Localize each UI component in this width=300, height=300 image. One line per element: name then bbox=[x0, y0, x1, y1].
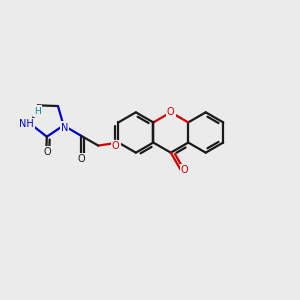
Text: O: O bbox=[181, 165, 188, 175]
Text: O: O bbox=[44, 147, 51, 157]
Text: O: O bbox=[112, 141, 120, 151]
Text: O: O bbox=[167, 107, 175, 117]
Text: NH: NH bbox=[19, 119, 34, 129]
Text: H: H bbox=[34, 106, 41, 116]
Text: N: N bbox=[61, 122, 68, 133]
Text: O: O bbox=[78, 154, 85, 164]
